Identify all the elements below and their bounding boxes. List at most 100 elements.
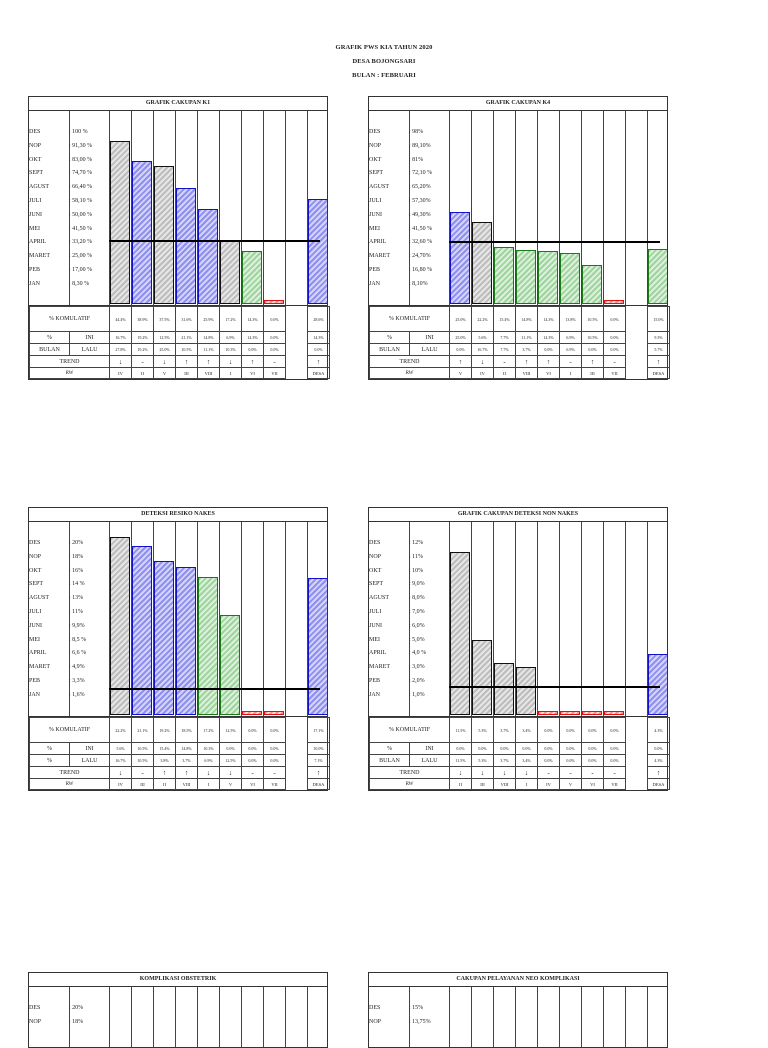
grid-line — [493, 522, 494, 716]
row-label: LALU — [68, 343, 111, 356]
target-value: : 9,0% — [409, 581, 425, 588]
cell-desa: 14.3% — [307, 331, 331, 344]
cell: 0.0% — [263, 754, 287, 767]
summary-table: % KOMULATIF 25.0% 22.2% 15.4% 14.8% 14.3% 13.8… — [368, 306, 671, 379]
chart-panel: GRAFIK CAKUPAN K1 DES: 100 % NOP: 91,30 % O… — [28, 96, 331, 380]
cell: 0.0% — [241, 717, 265, 743]
month-label: DES — [369, 129, 381, 135]
row-label: INI — [408, 742, 451, 755]
cell: 0.0% — [581, 754, 605, 767]
cell: ↓ — [515, 766, 539, 779]
cell: - — [263, 766, 287, 779]
cell: 10.5% — [131, 754, 155, 767]
target-line — [109, 240, 320, 243]
chart-title: KOMPLIKASI OBSTETRIK — [29, 973, 327, 987]
rw-label: VIII — [515, 367, 539, 379]
row-label: % KOMULATIF — [368, 717, 451, 743]
target-value: : 18% — [69, 1018, 84, 1025]
target-value: : 4,0 % — [409, 650, 427, 657]
row-label: RW — [28, 778, 111, 790]
month-label: JUNI — [369, 211, 382, 218]
cell: ↑ — [241, 355, 265, 368]
rw-label: II — [153, 778, 177, 790]
grid-line — [409, 522, 410, 716]
bar — [110, 140, 130, 304]
cell: 5.3% — [471, 754, 495, 767]
bar — [176, 567, 196, 715]
cell-desa: ↑ — [647, 355, 671, 368]
cell: 16.7% — [471, 343, 495, 356]
row-label: RW — [28, 367, 111, 379]
cell: 6.9% — [197, 754, 221, 767]
cell: ↓ — [197, 766, 221, 779]
month-label: PEB — [369, 678, 381, 684]
cell: 3.7% — [515, 343, 539, 356]
cell-desa: 4.3% — [647, 754, 671, 767]
cell: ↑ — [175, 766, 199, 779]
bar — [560, 711, 580, 715]
cell: 11.1% — [515, 331, 539, 344]
target-value: : 65,20% — [409, 184, 431, 191]
bar — [264, 300, 284, 304]
cell: 11.5% — [449, 754, 473, 767]
rw-label: III — [175, 367, 199, 379]
grid-line — [197, 987, 198, 1047]
month-label: MARET — [369, 253, 390, 260]
target-value: : 41,50 % — [69, 225, 93, 232]
rw-label: VI — [241, 778, 265, 790]
grid-line — [197, 111, 198, 305]
rw-label-desa: DESA — [647, 778, 671, 790]
cell: - — [493, 355, 517, 368]
chart-panel: KOMPLIKASI OBSTETRIK DES: 20% NOP: 18% — [28, 972, 328, 1048]
month-label: SEPT — [369, 581, 384, 588]
cell: 12.5% — [219, 754, 243, 767]
month-label: JULI — [369, 609, 382, 615]
cell: 14.8% — [175, 742, 199, 755]
target-value: : 24,70% — [409, 253, 431, 260]
cell: - — [581, 766, 605, 779]
cell: ↓ — [219, 355, 243, 368]
bar — [538, 711, 558, 715]
rw-label: I — [559, 367, 583, 379]
cell-desa: 9.3% — [647, 331, 671, 344]
cell-desa: 15.0% — [647, 306, 671, 332]
month-label: JAN — [369, 691, 381, 698]
month-label: OKT — [369, 567, 382, 574]
cell: 11.1% — [197, 343, 221, 356]
bar — [242, 711, 262, 715]
cell-desa: ↑ — [307, 355, 331, 368]
target-value: : 9,9% — [69, 622, 85, 629]
grid-line — [285, 522, 286, 716]
target-value: : 5,0% — [409, 636, 425, 643]
rw-label: VII — [603, 778, 627, 790]
cell: 31.6% — [175, 306, 199, 332]
grid-line — [559, 987, 560, 1047]
cell: 16.7% — [109, 754, 133, 767]
target-value: : 8,5 % — [69, 636, 87, 643]
grid-line — [537, 111, 538, 305]
rw-label: IV — [537, 778, 561, 790]
target-value: : 10% — [409, 567, 424, 574]
row-label: % — [369, 331, 410, 344]
cell: 12.5% — [219, 717, 243, 743]
target-value: : 20% — [69, 540, 84, 546]
cell: 18.5% — [175, 717, 199, 743]
rw-label: V — [219, 778, 243, 790]
chart-panel: GRAFIK CAKUPAN K4 DES: 98% NOP: 89,10% OKT:… — [368, 96, 671, 380]
target-value: : 57,30% — [409, 198, 431, 204]
cell: ↑ — [515, 355, 539, 368]
cell: 27.8% — [109, 343, 133, 356]
cell: 16.7% — [109, 331, 133, 344]
grid-line — [515, 987, 516, 1047]
cell: 0.0% — [603, 754, 627, 767]
month-label: MARET — [29, 664, 50, 671]
plot-area: DES: 15% NOP: 13,75% — [369, 987, 667, 1047]
target-value: : 6,6 % — [69, 650, 87, 657]
target-line — [449, 241, 660, 244]
grid-line — [131, 111, 132, 305]
cell: 7.7% — [493, 331, 517, 344]
cell: 0.0% — [263, 717, 287, 743]
rw-label: I — [515, 778, 539, 790]
rw-label: I — [219, 367, 243, 379]
bar — [450, 212, 470, 304]
